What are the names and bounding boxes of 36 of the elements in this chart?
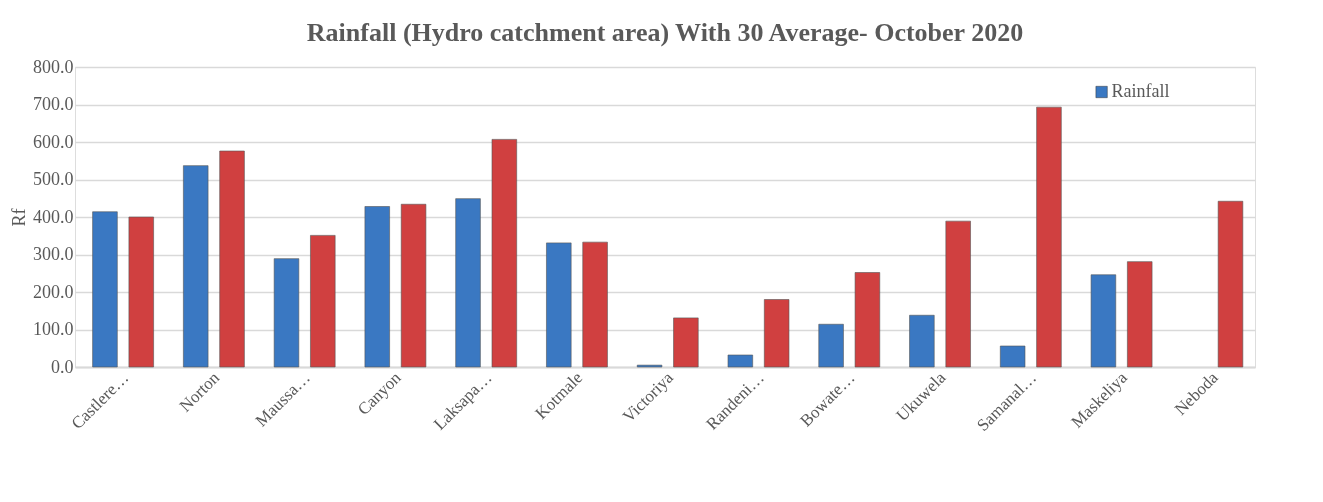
bar — [945, 220, 971, 368]
bar — [219, 150, 245, 368]
y-tick-label: 100.0 — [33, 319, 74, 339]
bar — [273, 258, 300, 368]
chart-title: Rainfall (Hydro catchment area) With 30 Average- October 2020 — [306, 18, 1024, 47]
bar — [400, 203, 427, 368]
y-tick-label: 500.0 — [33, 169, 74, 189]
bar — [183, 165, 209, 368]
bar — [92, 211, 118, 368]
bar — [1090, 274, 1117, 368]
y-tick-label: 700.0 — [33, 94, 74, 114]
bar — [909, 314, 935, 368]
bar — [764, 299, 790, 368]
y-tick-label: 400.0 — [33, 206, 74, 227]
y-tick-label: 200.0 — [33, 281, 74, 302]
y-tick-label: 600.0 — [33, 131, 74, 152]
bar — [727, 354, 753, 368]
y-tick-label: 800.0 — [33, 56, 74, 77]
bar — [491, 139, 517, 368]
bar — [546, 242, 572, 368]
y-tick-label: 300.0 — [33, 244, 74, 264]
bar — [128, 216, 154, 368]
y-tick-label: 0.0 — [51, 356, 74, 377]
bar — [673, 317, 699, 368]
y-axis-title: Rf — [9, 208, 29, 227]
bar — [582, 241, 608, 368]
bar — [1217, 200, 1244, 368]
bar — [310, 235, 336, 368]
bar — [364, 206, 390, 368]
legend-label: Rainfall — [1111, 81, 1170, 101]
bar — [854, 272, 881, 368]
bar — [1000, 345, 1026, 368]
bar — [1036, 106, 1062, 368]
bar — [1127, 261, 1153, 368]
bar — [818, 323, 844, 368]
bar — [455, 198, 481, 368]
